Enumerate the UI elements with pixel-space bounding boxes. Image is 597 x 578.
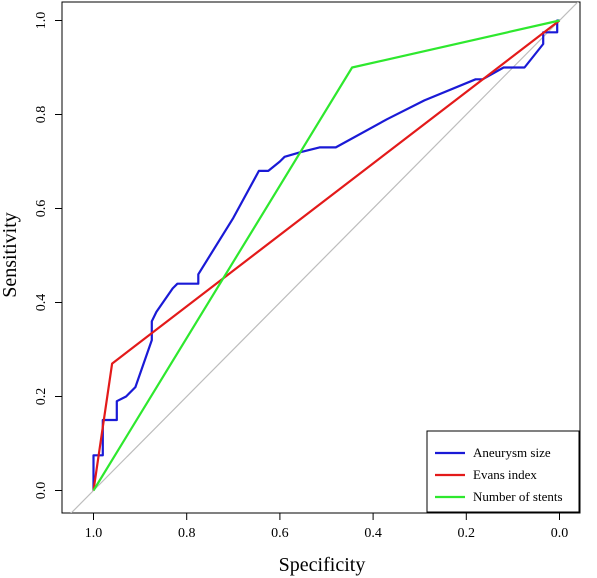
reference-diagonal <box>70 2 579 513</box>
y-tick-label: 0.6 <box>34 200 49 218</box>
x-tick-label: 1.0 <box>85 526 103 541</box>
legend-label: Number of stents <box>473 489 563 504</box>
y-tick-label: 0.2 <box>34 388 49 406</box>
y-tick-label: 1.0 <box>34 12 49 30</box>
axes: 1.0 0.8 0.6 0.4 0.2 0.0 0.0 0.2 0.4 0.6 0.8 1.0 <box>34 12 568 541</box>
y-axis-title: Sensitivity <box>0 212 21 298</box>
y-tick-label: 0.8 <box>34 106 49 124</box>
x-tick-label: 0.4 <box>364 526 382 541</box>
x-tick-label: 0.8 <box>178 526 196 541</box>
y-tick-label: 0.0 <box>34 482 49 500</box>
reference-line <box>70 2 579 513</box>
x-axis-title: Specificity <box>279 554 366 576</box>
x-tick-label: 0.6 <box>271 526 289 541</box>
legend-box <box>426 430 580 513</box>
legend: Aneurysm size Evans index Number of stents <box>426 430 580 513</box>
series-line-evans-index <box>92 19 561 491</box>
roc-curves <box>92 19 561 492</box>
x-tick-label: 0.0 <box>551 526 569 541</box>
series-line-number-of-stents <box>92 19 560 492</box>
x-tick-label: 0.2 <box>458 526 476 541</box>
y-tick-label: 0.4 <box>34 294 49 312</box>
series-line-aneurysm-size <box>92 19 560 491</box>
legend-label: Evans index <box>473 467 537 482</box>
legend-label: Aneurysm size <box>473 445 551 460</box>
